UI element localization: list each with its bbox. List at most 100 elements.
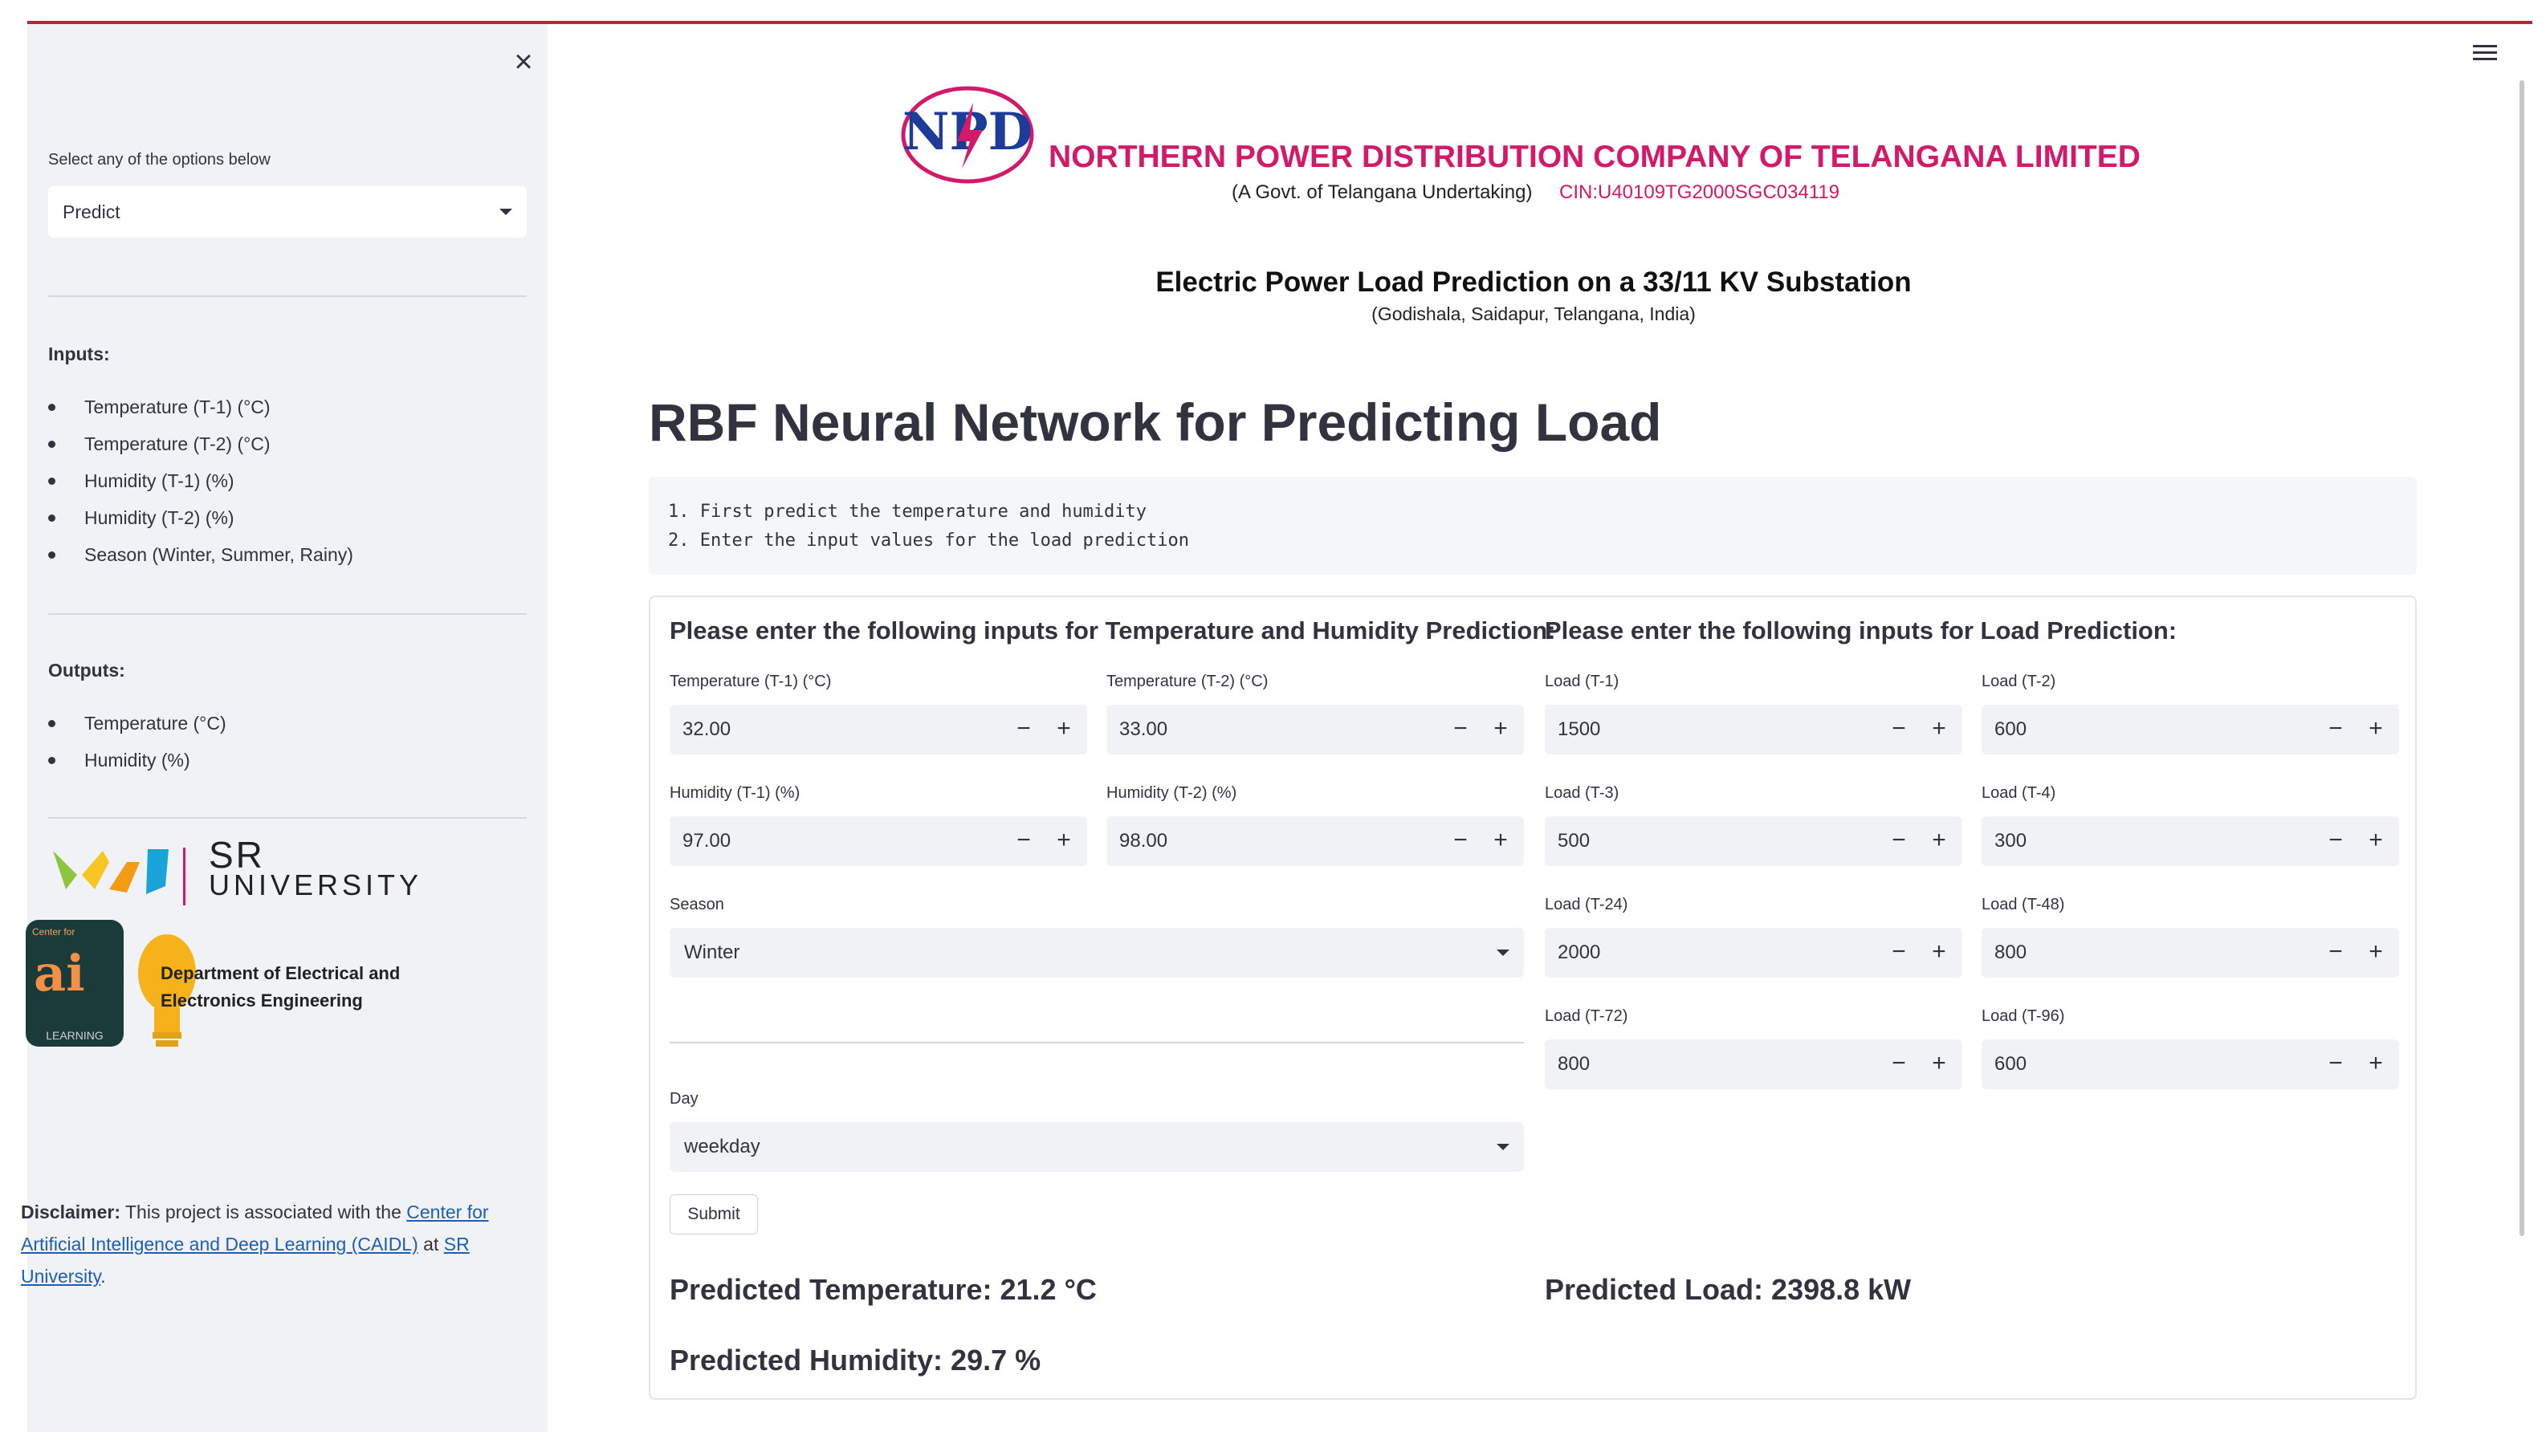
page-title: RBF Neural Network for Predicting Load (649, 392, 1662, 452)
humidity-t1-value[interactable]: 97.00 (682, 830, 731, 852)
ai-learning-logo: Center for ai LEARNING (26, 920, 124, 1047)
load-t72-value[interactable]: 800 (1558, 1053, 1591, 1075)
chevron-down-icon (1497, 950, 1509, 956)
hamburger-menu-icon[interactable] (2473, 45, 2497, 64)
season-value: Winter (684, 942, 740, 963)
plus-icon[interactable]: + (2369, 1050, 2383, 1076)
predicted-humidity: Predicted Humidity: 29.7 % (670, 1344, 1041, 1377)
predicted-temperature: Predicted Temperature: 21.2 °C (670, 1273, 1097, 1306)
temp-t2-label: Temperature (T-2) (°C) (1106, 673, 1269, 690)
caidl-link[interactable]: Center for Artificial Intelligence and D… (21, 1202, 489, 1255)
list-item: Humidity (T-1) (%) (48, 462, 353, 499)
outputs-heading: Outputs: (48, 660, 125, 681)
humidity-t2-value[interactable]: 98.00 (1119, 830, 1168, 852)
season-select[interactable]: Winter (670, 928, 1524, 978)
load-t96-stepper[interactable]: 600 − + (1982, 1039, 2399, 1089)
temp-humidity-heading: Please enter the following inputs for Te… (670, 616, 1556, 645)
load-t1-label: Load (T-1) (1545, 673, 1619, 690)
sr-logo-line2: UNIVERSITY (209, 868, 423, 901)
mode-select-label: Select any of the options below (48, 151, 271, 169)
load-t48-label: Load (T-48) (1982, 896, 2065, 913)
temp-t1-value[interactable]: 32.00 (682, 718, 731, 740)
load-t4-value[interactable]: 300 (1994, 830, 2027, 852)
scrollbar[interactable] (2520, 80, 2524, 1236)
minus-icon[interactable]: − (1892, 1050, 1906, 1076)
load-t1-stepper[interactable]: 1500 − + (1545, 705, 1962, 754)
load-t2-value[interactable]: 600 (1994, 718, 2027, 740)
minus-icon[interactable]: − (2328, 938, 2343, 965)
minus-icon[interactable]: − (1892, 827, 1906, 853)
load-t72-stepper[interactable]: 800 − + (1545, 1039, 1962, 1089)
load-t3-value[interactable]: 500 (1558, 830, 1591, 852)
predicted-load: Predicted Load: 2398.8 kW (1545, 1273, 1912, 1306)
list-item: Humidity (%) (48, 742, 226, 779)
plus-icon[interactable]: + (2369, 827, 2383, 853)
instructions-code-block: 1. First predict the temperature and hum… (649, 477, 2417, 575)
minus-icon[interactable]: − (1453, 715, 1468, 742)
day-value: weekday (684, 1136, 760, 1157)
plus-icon[interactable]: + (1932, 715, 1946, 742)
plus-icon[interactable]: + (1932, 1050, 1946, 1076)
load-t72-label: Load (T-72) (1545, 1007, 1628, 1025)
load-t24-value[interactable]: 2000 (1558, 942, 1601, 963)
minus-icon[interactable]: − (1892, 938, 1906, 965)
plus-icon[interactable]: + (1493, 827, 1508, 853)
list-item: Season (Winter, Summer, Rainy) (48, 536, 353, 573)
prediction-form: Please enter the following inputs for Te… (649, 596, 2417, 1400)
load-t4-label: Load (T-4) (1982, 784, 2056, 802)
day-select[interactable]: weekday (670, 1122, 1524, 1172)
disclaimer: Disclaimer: This project is associated w… (21, 1202, 489, 1287)
load-t96-label: Load (T-96) (1982, 1007, 2065, 1025)
temp-t1-stepper[interactable]: 32.00 − + (670, 705, 1087, 754)
load-t96-value[interactable]: 600 (1994, 1053, 2027, 1075)
outputs-list: Temperature (°C) Humidity (%) (48, 705, 226, 779)
minus-icon[interactable]: − (2328, 1050, 2343, 1076)
season-label: Season (670, 896, 724, 913)
npdcl-logo: NPD (901, 86, 1034, 184)
company-name: NORTHERN POWER DISTRIBUTION COMPANY OF T… (1049, 140, 2141, 174)
mode-select[interactable]: Predict (48, 186, 527, 238)
load-t24-stepper[interactable]: 2000 − + (1545, 928, 1962, 978)
plus-icon[interactable]: + (1493, 715, 1508, 742)
minus-icon[interactable]: − (1016, 715, 1031, 742)
plus-icon[interactable]: + (1057, 715, 1071, 742)
chevron-down-icon (499, 209, 512, 215)
sr-university-link[interactable]: SR University (21, 1234, 470, 1287)
load-t24-label: Load (T-24) (1545, 896, 1628, 913)
close-sidebar-icon[interactable]: × (514, 44, 533, 79)
sr-logo-line1: SR (209, 834, 265, 876)
plus-icon[interactable]: + (1932, 827, 1946, 853)
temp-t1-label: Temperature (T-1) (°C) (670, 673, 832, 690)
load-t2-stepper[interactable]: 600 − + (1982, 705, 2399, 754)
plus-icon[interactable]: + (2369, 938, 2383, 965)
day-label: Day (670, 1090, 699, 1108)
submit-button[interactable]: Submit (670, 1194, 758, 1234)
load-t3-stepper[interactable]: 500 − + (1545, 816, 1962, 866)
minus-icon[interactable]: − (1016, 827, 1031, 853)
list-item: Humidity (T-2) (%) (48, 499, 353, 536)
humidity-t1-label: Humidity (T-1) (%) (670, 784, 800, 802)
minus-icon[interactable]: − (1892, 715, 1906, 742)
divider (48, 817, 527, 819)
temp-t2-stepper[interactable]: 33.00 − + (1106, 705, 1524, 754)
plus-icon[interactable]: + (1932, 938, 1946, 965)
load-heading: Please enter the following inputs for Lo… (1545, 616, 2177, 645)
load-t48-stepper[interactable]: 800 − + (1982, 928, 2399, 978)
list-item: Temperature (°C) (48, 705, 226, 742)
load-t48-value[interactable]: 800 (1994, 942, 2027, 963)
load-t1-value[interactable]: 1500 (1558, 718, 1601, 740)
humidity-t2-stepper[interactable]: 98.00 − + (1106, 816, 1524, 866)
sr-university-logo (53, 848, 185, 905)
minus-icon[interactable]: − (2328, 827, 2343, 853)
inputs-heading: Inputs: (48, 344, 110, 364)
department-name: Department of Electrical and Electronics… (161, 963, 401, 1011)
minus-icon[interactable]: − (2328, 715, 2343, 742)
cin-number: CIN:U40109TG2000SGC034119 (1559, 181, 1840, 203)
humidity-t1-stepper[interactable]: 97.00 − + (670, 816, 1087, 866)
minus-icon[interactable]: − (1453, 827, 1468, 853)
plus-icon[interactable]: + (1057, 827, 1071, 853)
temp-t2-value[interactable]: 33.00 (1119, 718, 1168, 740)
plus-icon[interactable]: + (2369, 715, 2383, 742)
divider (48, 295, 527, 297)
load-t4-stepper[interactable]: 300 − + (1982, 816, 2399, 866)
